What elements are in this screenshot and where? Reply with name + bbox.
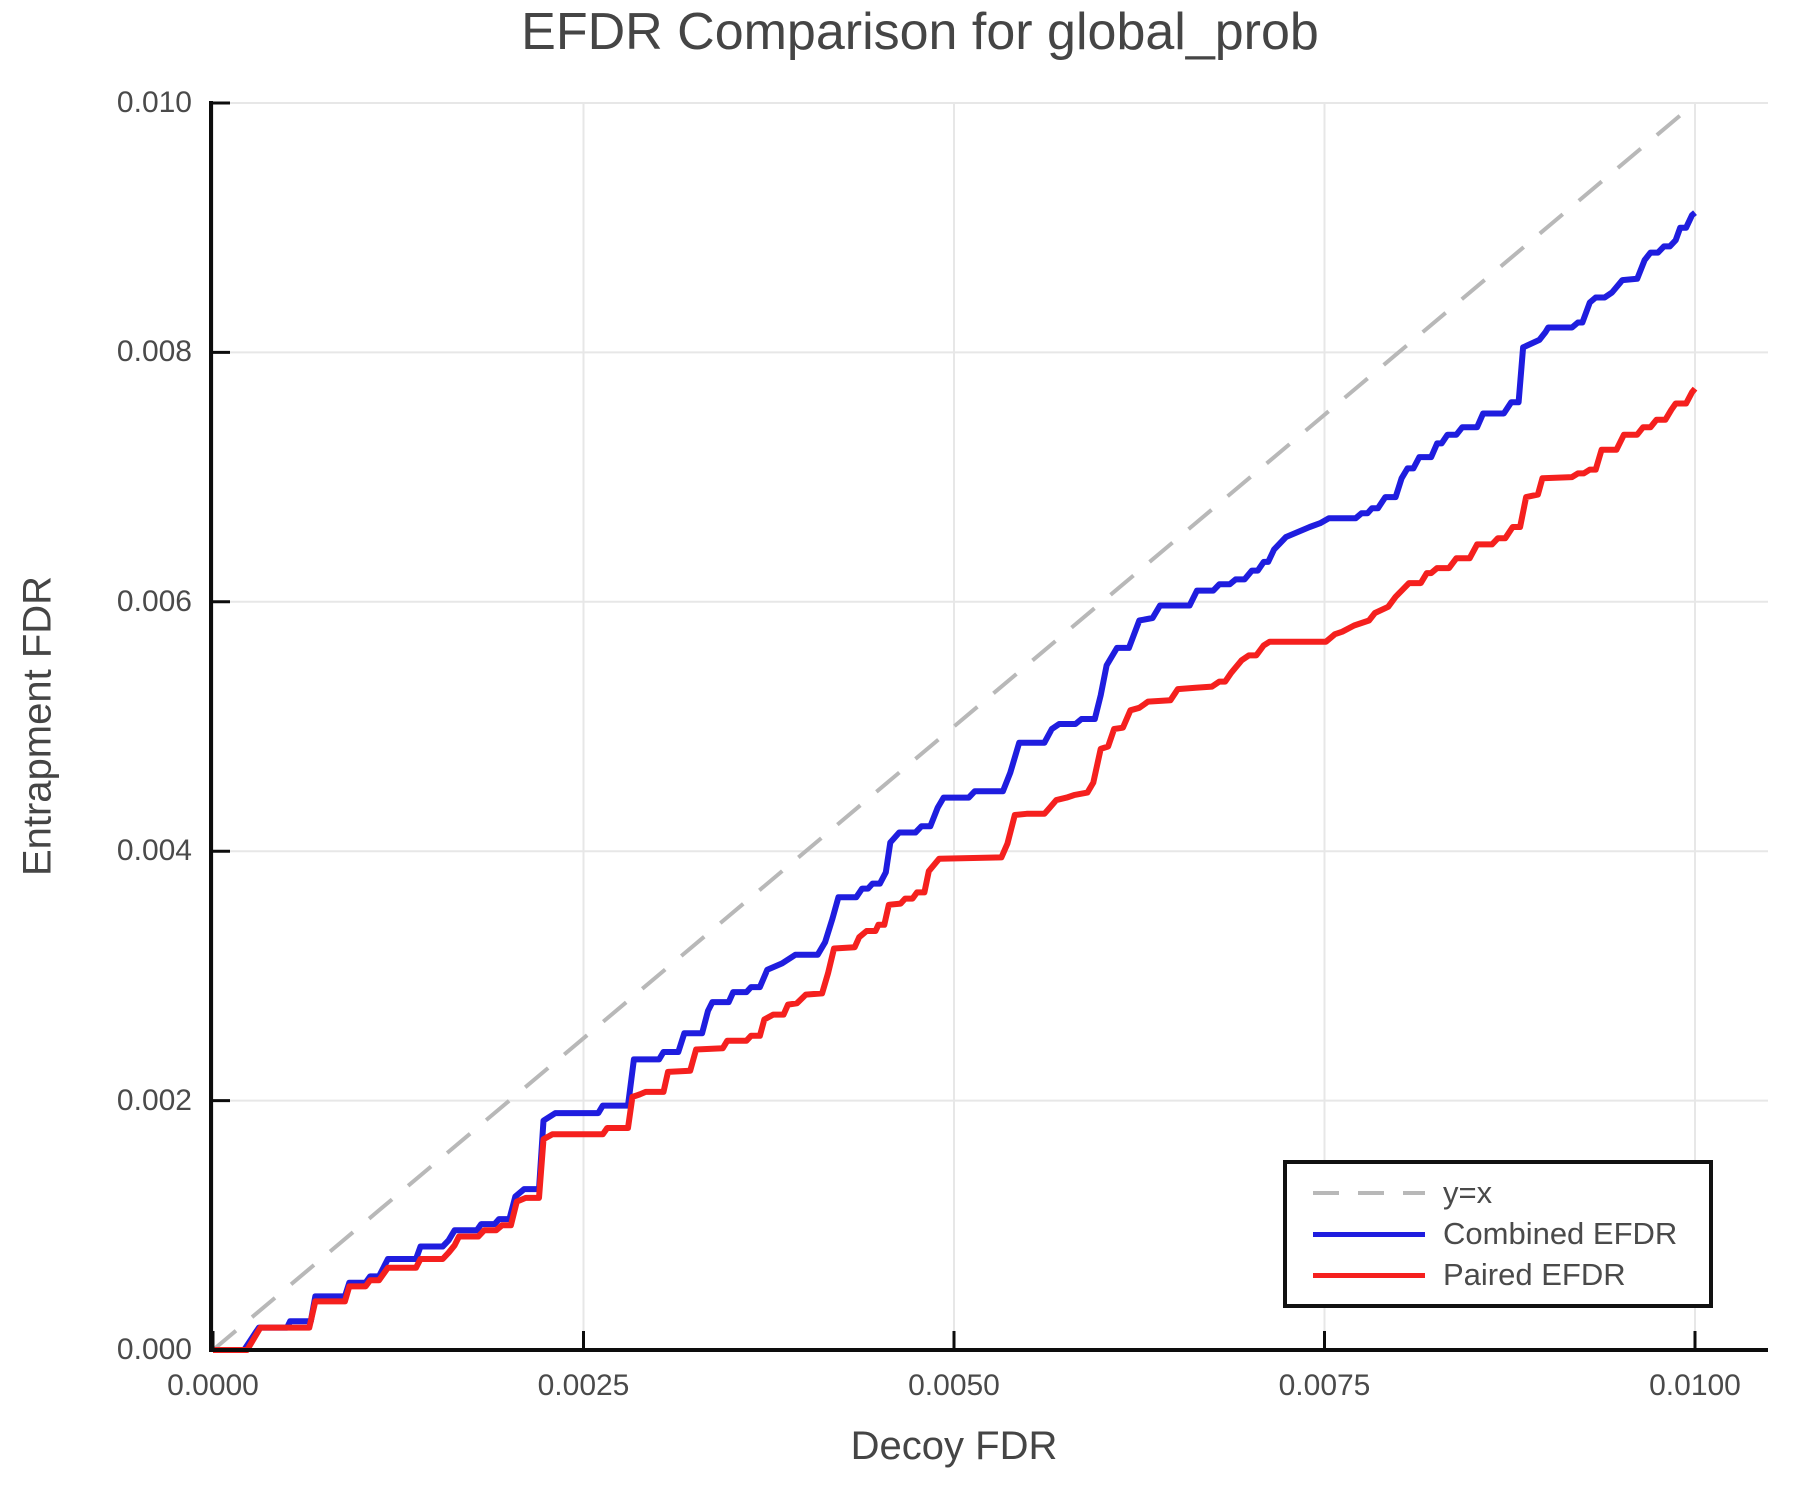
series-combined-efdr [213,210,1697,1353]
legend-entry-combined: Combined EFDR [1313,1216,1709,1253]
y-tick-label: 0.006 [116,584,192,618]
y-tick-label: 0.008 [116,335,192,369]
legend-line-sample-combined [1313,1231,1425,1237]
series-y-x [211,101,1697,1352]
x-tick-label: 0.0000 [167,1369,259,1402]
legend-label: Paired EFDR [1443,1257,1626,1292]
legend: y=x Combined EFDR Paired EFDR [1283,1160,1713,1308]
y-tick-label: 0.010 [116,86,192,119]
x-tick-label: 0.0025 [537,1369,630,1402]
series-paired-efdr [213,386,1698,1353]
legend-label: Combined EFDR [1443,1216,1678,1251]
legend-line-sample-yx [1313,1191,1425,1195]
y-axis-label: Entrapment FDR [15,575,60,877]
y-tick-label: 0.000 [116,1333,192,1366]
x-axis-label: Decoy FDR [850,1424,1058,1468]
data-series [211,101,1698,1353]
legend-line-sample-paired [1313,1272,1425,1278]
chart-title: EFDR Comparison for global_prob [521,3,1319,61]
y-tick-label: 0.004 [116,834,192,868]
x-tick-label: 0.0100 [1649,1369,1741,1402]
legend-entry-yx: y=x [1313,1175,1709,1212]
x-tick-label: 0.0075 [1278,1369,1371,1402]
axes-and-ticks [209,101,1768,1352]
x-tick-label: 0.0050 [908,1369,1000,1402]
y-tick-label: 0.002 [116,1083,192,1117]
legend-entry-paired: Paired EFDR [1313,1257,1709,1294]
legend-label: y=x [1443,1175,1493,1210]
